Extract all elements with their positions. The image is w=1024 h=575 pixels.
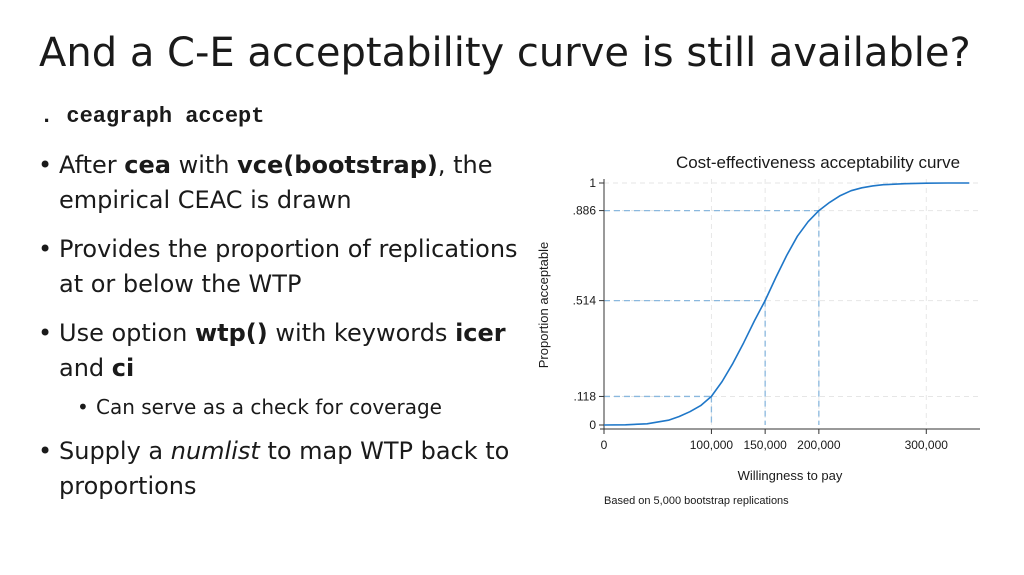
y-tick-label: 1: [589, 176, 596, 190]
x-tick-label: 300,000: [905, 438, 949, 452]
y-axis-ticks: 0 .118 .514 .886 1: [573, 176, 604, 432]
bullet-keyword: icer: [455, 319, 506, 347]
x-axis-ticks: 0 100,000 150,000 200,000 300,000: [601, 429, 949, 452]
chart-title: Cost-effectiveness acceptability curve: [676, 153, 960, 172]
bullet-text: and: [59, 354, 112, 382]
x-axis-label: Willingness to pay: [738, 468, 843, 483]
bullet-text: Provides the proportion of replications …: [59, 235, 518, 298]
x-tick-label: 200,000: [797, 438, 841, 452]
y-tick-label: .514: [573, 294, 597, 308]
bullet-list: • After cea with vce(bootstrap), the emp…: [38, 148, 518, 518]
bullet-item: • Use option wtp() with keywords icer an…: [38, 316, 518, 386]
sub-bullet-text: Can serve as a check for coverage: [96, 395, 442, 419]
bullet-text: Supply a: [59, 437, 171, 465]
bullet-text: to map WTP back to proportions: [59, 437, 510, 500]
sub-bullet-item: • Can serve as a check for coverage: [77, 392, 518, 422]
chart-note: Based on 5,000 bootstrap replications: [604, 495, 789, 507]
bullet-text: with: [170, 151, 238, 179]
bullet-text: After: [59, 151, 125, 179]
bullet-item: • Provides the proportion of replication…: [38, 232, 518, 302]
y-tick-label: 0: [589, 418, 596, 432]
bullet-dot: •: [38, 235, 53, 263]
slide-title: And a C-E acceptability curve is still a…: [39, 30, 971, 76]
bullet-dot: •: [38, 151, 53, 179]
bullet-keyword: wtp(): [194, 319, 268, 347]
ceac-chart: Cost-effectiveness acceptability curve 0…: [536, 153, 980, 507]
bullet-dot: •: [38, 319, 53, 347]
bullet-text: , the empirical CEAC is drawn: [59, 151, 493, 214]
y-axis-label: Proportion acceptable: [536, 242, 551, 368]
y-tick-label: .886: [573, 204, 597, 218]
x-tick-label: 0: [601, 438, 608, 452]
chart-axes: [600, 179, 980, 430]
bullet-dot: •: [38, 437, 53, 465]
ceac-curve: [603, 182, 970, 426]
bullet-item: • After cea with vce(bootstrap), the emp…: [38, 148, 518, 218]
x-tick-label: 100,000: [690, 438, 734, 452]
x-tick-label: 150,000: [743, 438, 787, 452]
bullet-text: with keywords: [267, 319, 456, 347]
bullet-italic: numlist: [170, 437, 260, 465]
y-tick-label: .118: [574, 389, 597, 403]
chart-gridlines: [603, 179, 980, 425]
bullet-keyword: cea: [124, 151, 171, 179]
chart-series: [603, 182, 970, 426]
bullet-text: Use option: [59, 319, 195, 347]
chart-reference-lines: [604, 209, 820, 425]
stata-command: . ceagraph accept: [40, 104, 265, 129]
bullet-keyword: ci: [111, 354, 135, 382]
bullet-item: • Supply a numlist to map WTP back to pr…: [38, 434, 518, 504]
bullet-keyword: vce(bootstrap): [237, 151, 438, 179]
bullet-dot: •: [77, 395, 89, 419]
